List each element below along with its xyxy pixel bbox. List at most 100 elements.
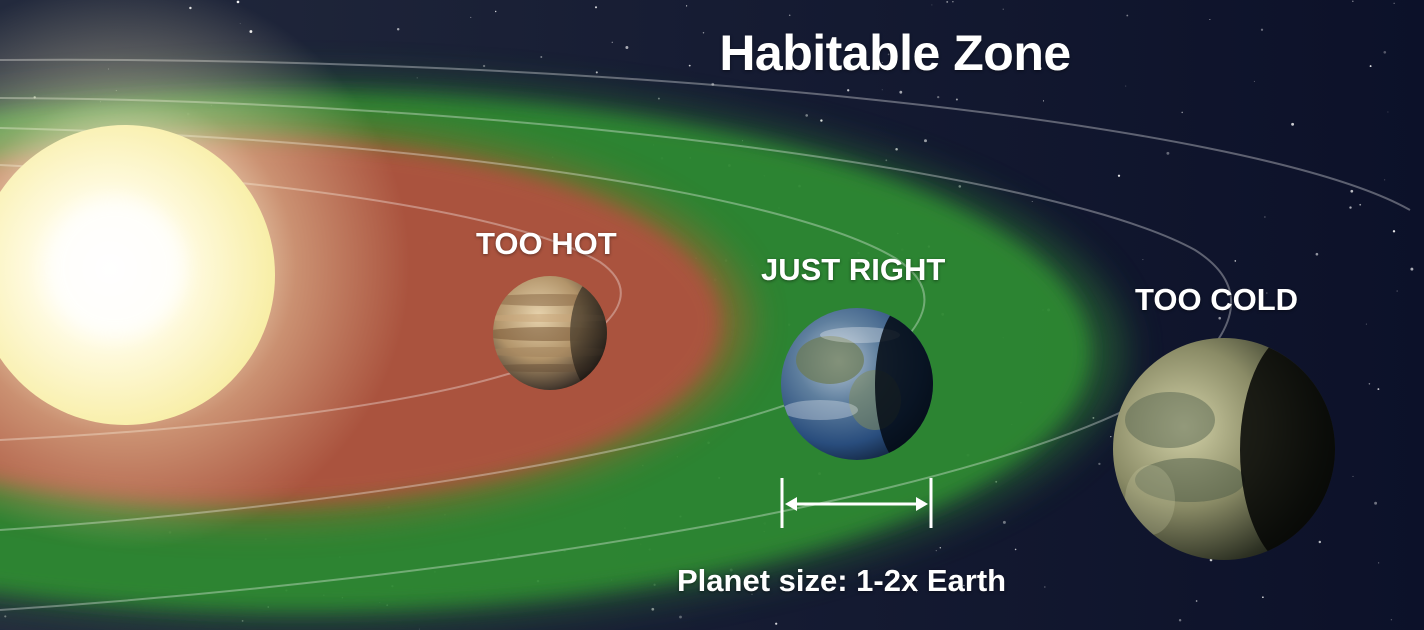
- star-dot: [1374, 501, 1378, 505]
- star-dot: [396, 28, 400, 31]
- star-dot: [688, 64, 691, 67]
- star-dot: [931, 4, 933, 6]
- orbit-lines: [0, 58, 1411, 611]
- star-dot: [1410, 267, 1414, 271]
- star-dot: [1039, 67, 1042, 70]
- star-dot: [751, 593, 753, 595]
- star-dot: [1209, 19, 1211, 21]
- star-dot: [679, 615, 682, 619]
- star-dot: [935, 549, 937, 552]
- star-dot: [1291, 122, 1295, 126]
- star-dot: [1253, 80, 1255, 82]
- star-dot: [775, 622, 778, 625]
- star-dot: [1125, 85, 1127, 87]
- star-dot: [1264, 216, 1266, 218]
- star-dot: [1393, 2, 1395, 4]
- star-dot: [1181, 111, 1183, 114]
- star-dot: [820, 119, 823, 122]
- star-dot: [711, 82, 715, 86]
- star-dot: [1042, 100, 1045, 102]
- star-dot: [1365, 323, 1367, 325]
- star-dot: [4, 615, 7, 618]
- star-dot: [881, 62, 883, 64]
- star-dot: [1166, 151, 1170, 155]
- star-dot: [418, 628, 420, 630]
- star-dot: [495, 10, 497, 13]
- star-dot: [1044, 586, 1046, 588]
- star-dot: [958, 185, 962, 188]
- star-dot: [1350, 189, 1354, 193]
- star-dot: [470, 16, 472, 18]
- star-dot: [939, 547, 941, 549]
- star-dot: [895, 148, 898, 151]
- star-dot: [1117, 174, 1121, 177]
- star-dot: [594, 6, 598, 9]
- planet-size-note: Planet size: 1-2x Earth: [677, 563, 1007, 598]
- gas-giant-icon: [493, 276, 607, 390]
- star-dot: [1014, 548, 1017, 551]
- star-dot: [1383, 50, 1387, 54]
- star-dot: [1396, 290, 1398, 292]
- page-title: Habitable Zone: [719, 25, 1071, 81]
- star-dot: [1315, 252, 1319, 256]
- star-dot: [1377, 388, 1380, 391]
- size-bracket-icon: [780, 478, 933, 528]
- star-dot: [1142, 259, 1144, 261]
- star-dot: [915, 591, 917, 593]
- star-dot: [1218, 316, 1221, 320]
- star-dot: [625, 46, 629, 49]
- star-dot: [1209, 558, 1213, 562]
- star-dot: [1369, 65, 1372, 68]
- star-dot: [924, 139, 927, 143]
- star-dot: [847, 89, 850, 92]
- star-dot: [788, 14, 791, 16]
- star-dot: [1031, 201, 1033, 203]
- star-dot: [1266, 292, 1268, 294]
- star-dot: [1098, 462, 1101, 466]
- star-dot: [482, 64, 486, 68]
- star-dot: [540, 56, 543, 58]
- star-dot: [1384, 179, 1386, 181]
- star-dot: [963, 584, 965, 587]
- star-dot: [236, 0, 240, 4]
- star-dot: [1002, 8, 1004, 10]
- star-dot: [805, 114, 809, 117]
- star-dot: [952, 1, 954, 3]
- star-dot: [595, 71, 598, 74]
- star-dot: [1390, 619, 1393, 621]
- star-dot: [651, 607, 655, 611]
- too-hot-label: TOO HOT: [476, 226, 617, 261]
- star-dot: [946, 0, 949, 3]
- star-dot: [1352, 475, 1354, 477]
- star-dot: [899, 90, 903, 94]
- star-dot: [702, 32, 705, 34]
- star-dot: [1318, 540, 1322, 544]
- star-dot: [1178, 618, 1182, 622]
- star-dot: [1002, 520, 1006, 524]
- earth-icon: [781, 308, 933, 460]
- star-dot: [1377, 562, 1380, 564]
- just-right-label: JUST RIGHT: [761, 252, 946, 287]
- too-cold-label: TOO COLD: [1135, 282, 1299, 317]
- star-icon: [0, 0, 410, 550]
- star-dot: [1349, 206, 1352, 209]
- star-dot: [955, 98, 958, 101]
- star-dot: [1359, 203, 1362, 206]
- star-dot: [935, 47, 938, 50]
- star-dot: [1352, 0, 1354, 2]
- star-dot: [1368, 383, 1371, 385]
- star-dot: [1110, 435, 1112, 438]
- star-dot: [1392, 230, 1396, 233]
- star-dot: [1262, 596, 1264, 599]
- star-dot: [657, 97, 660, 100]
- star-dot: [887, 53, 890, 56]
- star-dot: [686, 5, 688, 7]
- star-dot: [1126, 14, 1129, 17]
- star-dot: [1260, 28, 1264, 31]
- star-dot: [881, 89, 883, 91]
- star-dot: [416, 77, 418, 79]
- star-dot: [611, 41, 613, 43]
- star-dot: [1387, 111, 1389, 113]
